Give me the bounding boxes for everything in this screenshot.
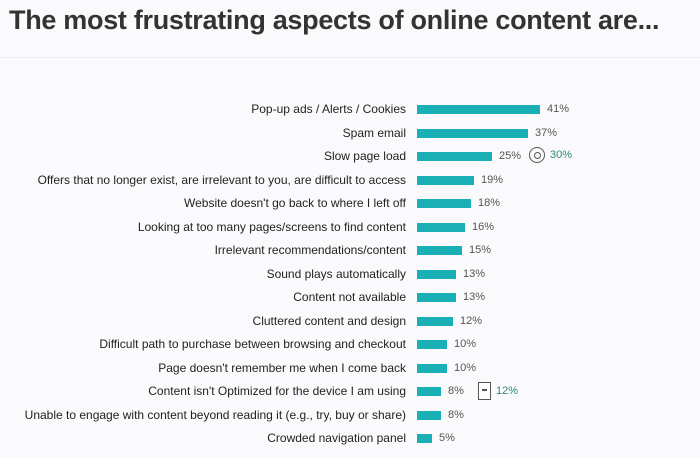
category-label: Difficult path to purchase between brows…: [99, 337, 406, 351]
value-label: 13%: [463, 291, 486, 303]
value-label: 18%: [478, 197, 501, 209]
value-label: 12%: [460, 314, 483, 327]
category-label: Content not available: [293, 290, 406, 304]
chart-row: Sound plays automatically 13%: [0, 265, 700, 285]
chart-row: Content isn't Optimized for the device I…: [0, 382, 700, 402]
bar: [417, 175, 474, 185]
value-label: 41%: [547, 103, 570, 115]
bar: [417, 410, 441, 420]
bar: [417, 222, 465, 232]
comparison-value: 30%: [550, 149, 573, 161]
bar: [417, 293, 456, 302]
disc-icon: [529, 147, 545, 163]
chart-row: Looking at too many pages/screens to fin…: [0, 218, 700, 238]
value-label: 15%: [469, 244, 492, 256]
bar: [417, 152, 492, 161]
category-label: Page doesn't remember me when I come bac…: [158, 360, 406, 375]
value-label: 8%: [448, 385, 464, 397]
category-label: Cluttered content and design: [252, 313, 406, 328]
chart-row: Content not available 13%: [0, 288, 700, 308]
value-label: 19%: [481, 173, 504, 186]
category-label: Offers that no longer exist, are irrelev…: [37, 172, 406, 187]
bar: [417, 387, 441, 396]
comparison-value: 12%: [496, 385, 519, 397]
category-label: Unable to engage with content beyond rea…: [24, 407, 406, 422]
bar: [417, 363, 447, 373]
bar: [417, 340, 447, 349]
value-label: 25%: [499, 150, 522, 162]
chart-row: Website doesn't go back to where I left …: [0, 194, 700, 214]
bar: [417, 269, 456, 279]
bar: [417, 434, 432, 443]
comparison-annotation: 30%: [529, 147, 572, 163]
chart-row: Cluttered content and design 12%: [0, 312, 700, 332]
value-label: 10%: [454, 338, 477, 350]
category-label: Pop-up ads / Alerts / Cookies: [251, 102, 406, 116]
category-label: Content isn't Optimized for the device I…: [148, 384, 406, 398]
category-label: Spam email: [342, 125, 406, 140]
chart-row: Irrelevant recommendations/content 15%: [0, 241, 700, 261]
chart-row: Unable to engage with content beyond rea…: [0, 406, 700, 426]
bar: [417, 128, 528, 138]
chart-row: Offers that no longer exist, are irrelev…: [0, 171, 700, 191]
category-label: Sound plays automatically: [266, 266, 406, 281]
category-label: Irrelevant recommendations/content: [214, 243, 406, 257]
bar: [417, 246, 462, 255]
chart-row: Crowded navigation panel 5%: [0, 429, 700, 449]
value-label: 5%: [439, 432, 455, 444]
value-label: 37%: [535, 126, 558, 139]
bar: [417, 199, 471, 208]
title-divider: [0, 57, 700, 58]
category-label: Looking at too many pages/screens to fin…: [137, 219, 406, 234]
bar: [417, 316, 453, 326]
chart-row: Difficult path to purchase between brows…: [0, 335, 700, 355]
value-label: 8%: [448, 408, 464, 421]
value-label: 10%: [454, 361, 477, 374]
comparison-annotation: 12%: [478, 382, 518, 400]
chart-row: Spam email 37%: [0, 124, 700, 144]
mobile-device-icon: [478, 382, 491, 400]
category-label: Slow page load: [323, 149, 406, 163]
category-label: Crowded navigation panel: [267, 431, 406, 445]
chart-row: Pop-up ads / Alerts / Cookies 41%: [0, 100, 700, 120]
category-label: Website doesn't go back to where I left …: [184, 196, 406, 210]
value-label: 13%: [463, 267, 486, 280]
chart-row: Page doesn't remember me when I come bac…: [0, 359, 700, 379]
value-label: 16%: [472, 220, 495, 233]
chart-row: Slow page load 25% 30%: [0, 147, 700, 167]
chart-title: The most frustrating aspects of online c…: [9, 5, 660, 35]
bar: [417, 105, 540, 114]
